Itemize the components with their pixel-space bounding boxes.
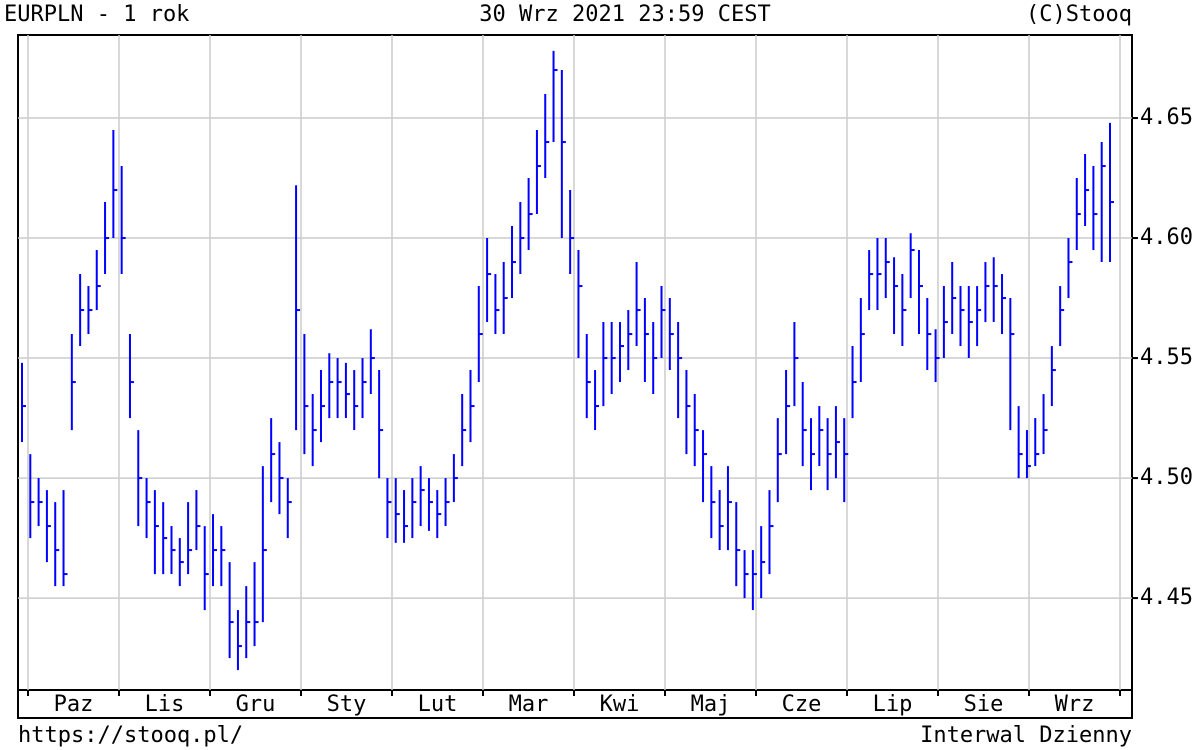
x-tick-label: Paz: [54, 692, 94, 717]
chart-title: EURPLN - 1 rok: [4, 2, 189, 27]
plot-frame: [17, 34, 1133, 719]
x-tick-label: Gru: [236, 692, 276, 717]
x-tick-label: Lis: [145, 692, 185, 717]
y-tick-label: 4.55: [1140, 345, 1193, 370]
chart-credit: (C)Stooq: [1026, 2, 1132, 27]
source-link[interactable]: https://stooq.pl/: [18, 723, 243, 748]
x-tick-label: Mar: [509, 692, 549, 717]
chart-date: 30 Wrz 2021 23:59 CEST: [479, 2, 770, 27]
x-tick-label: Sty: [327, 692, 367, 717]
y-tick-label: 4.50: [1140, 465, 1193, 490]
x-tick-label: Sie: [964, 692, 1004, 717]
y-tick-label: 4.65: [1140, 105, 1193, 130]
x-tick-label: Cze: [782, 692, 822, 717]
x-tick-label: Kwi: [600, 692, 640, 717]
x-tick-label: Maj: [691, 692, 731, 717]
y-tick-label: 4.60: [1140, 225, 1193, 250]
x-tick-label: Lut: [418, 692, 458, 717]
x-tick-label: Wrz: [1055, 692, 1095, 717]
y-tick-label: 4.45: [1140, 585, 1193, 610]
x-tick-label: Lip: [873, 692, 913, 717]
interval-label: Interwal Dzienny: [920, 723, 1132, 748]
